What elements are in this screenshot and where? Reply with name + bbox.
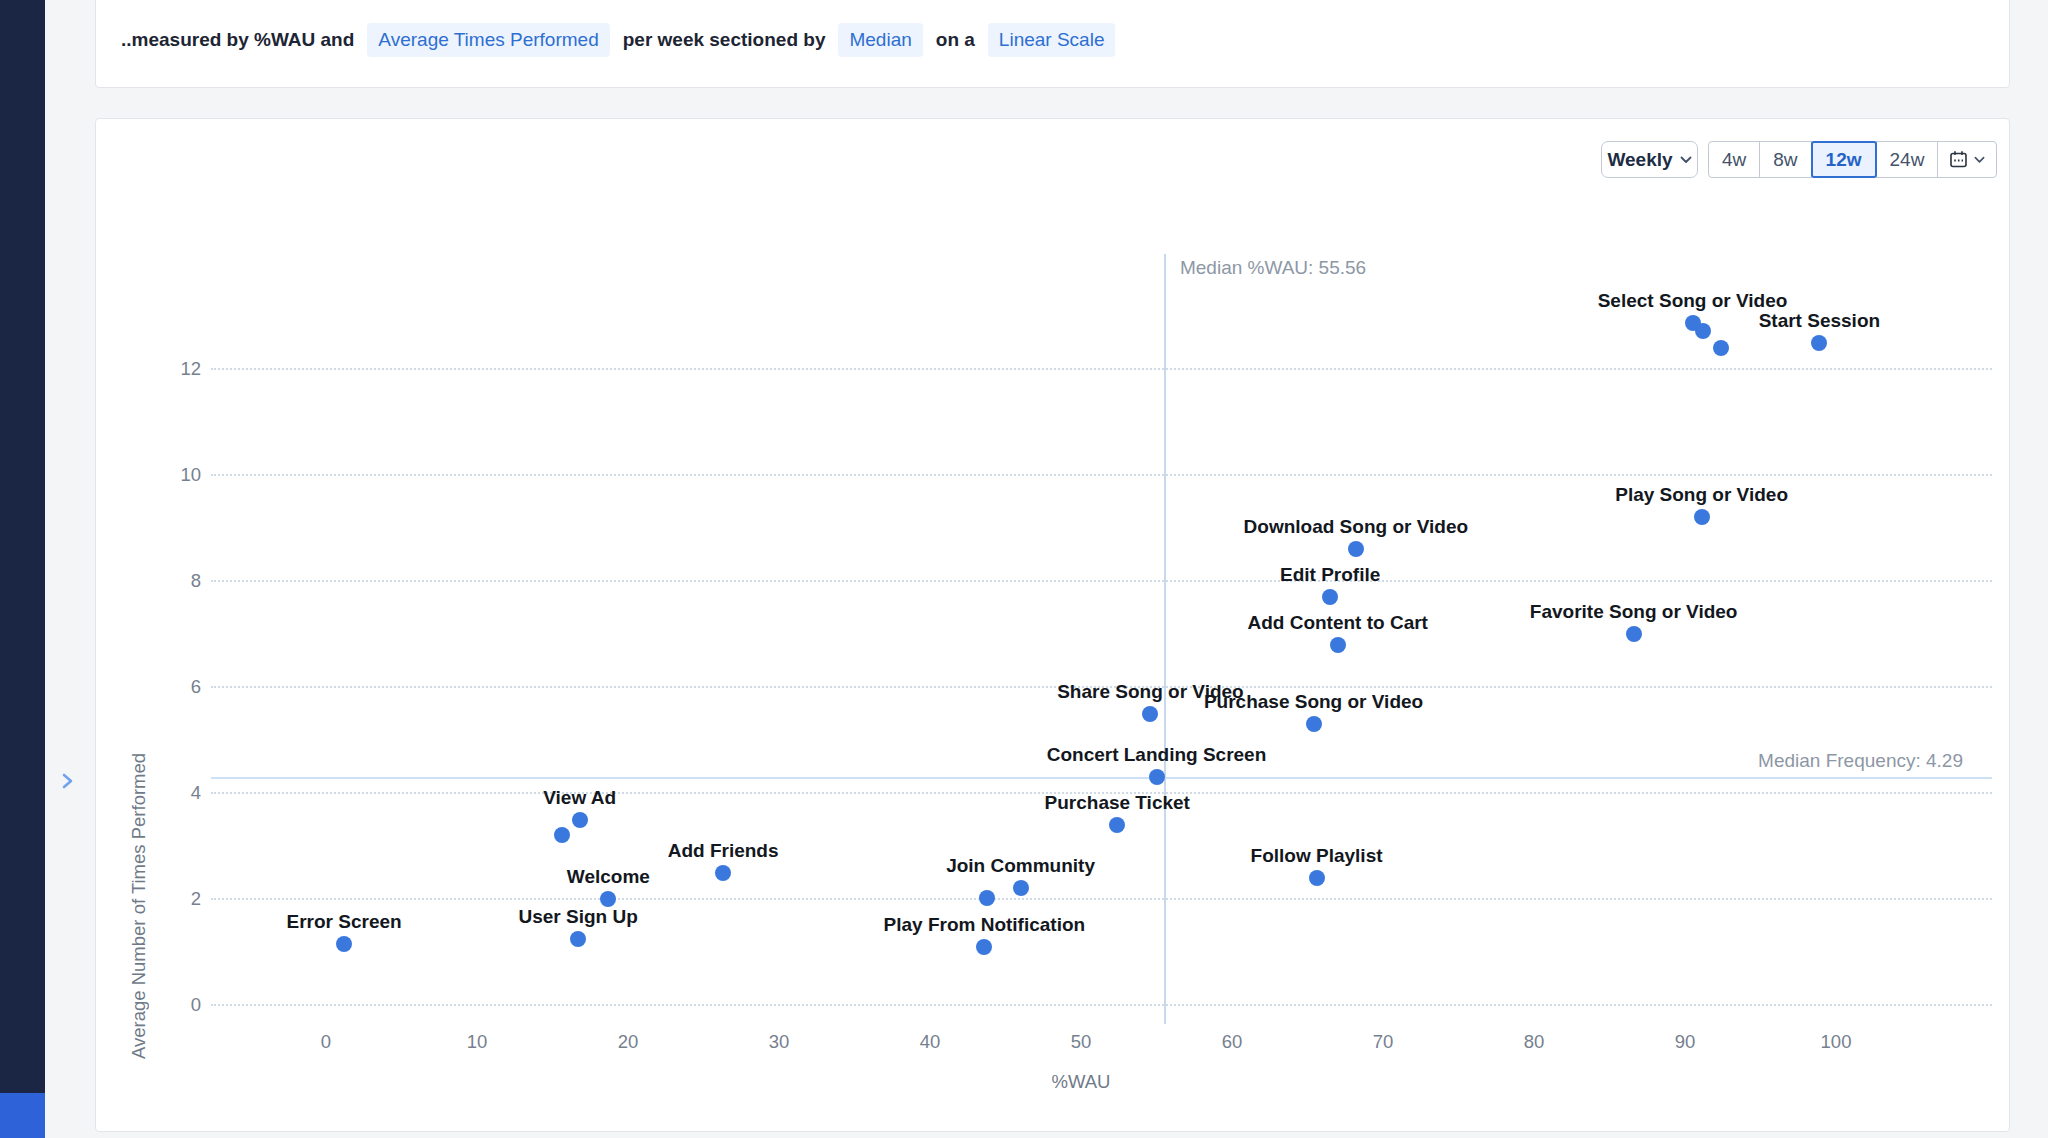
y-tick-label: 10 xyxy=(96,464,201,486)
median-y-line xyxy=(211,777,1992,779)
x-tick-label: 80 xyxy=(1524,1031,1545,1053)
scatter-point-start-session[interactable] xyxy=(1811,335,1827,351)
x-tick-label: 70 xyxy=(1373,1031,1394,1053)
point-label: Start Session xyxy=(1759,310,1880,332)
query-definition-bar: ..measured by %WAU and Average Times Per… xyxy=(95,0,2010,88)
y-tick-label: 8 xyxy=(96,570,201,592)
point-label: Edit Profile xyxy=(1280,564,1380,586)
scatter-point-download-song-or-video[interactable] xyxy=(1348,541,1364,557)
x-tick-label: 30 xyxy=(769,1031,790,1053)
x-tick-label: 10 xyxy=(467,1031,488,1053)
y-tick-label: 6 xyxy=(96,676,201,698)
point-label: Concert Landing Screen xyxy=(1047,744,1267,766)
section-dropdown[interactable]: Median xyxy=(838,23,922,57)
sidebar-bottom-button[interactable] xyxy=(0,1093,45,1138)
scale-dropdown[interactable]: Linear Scale xyxy=(988,23,1116,57)
scatter-point-join-community[interactable] xyxy=(1013,880,1029,896)
scatter-plot-area: Average Number of Times Performed %WAU 0… xyxy=(96,119,2009,1131)
scatter-point-play-song-or-video[interactable] xyxy=(1694,509,1710,525)
scatter-point-purchase-song-or-video[interactable] xyxy=(1306,716,1322,732)
point-label: User Sign Up xyxy=(519,906,638,928)
gridline-y-2 xyxy=(211,898,1992,900)
collapsed-sidebar xyxy=(0,0,45,1138)
scatter-point-error-screen[interactable] xyxy=(336,936,352,952)
point-label: Add Friends xyxy=(668,840,779,862)
point-label: Play Song or Video xyxy=(1615,484,1788,506)
app-screen: ..measured by %WAU and Average Times Per… xyxy=(0,0,2048,1138)
range-button-12w[interactable]: 12w xyxy=(1811,141,1877,178)
y-tick-label: 0 xyxy=(96,994,201,1016)
x-axis-title: %WAU xyxy=(981,1071,1181,1093)
chart-card: Weekly 4w8w12w24w Average Number of Ti xyxy=(95,118,2010,1132)
point-label: Error Screen xyxy=(287,911,402,933)
x-tick-label: 0 xyxy=(321,1031,331,1053)
scatter-point-view-ad[interactable] xyxy=(572,812,588,828)
x-tick-label: 90 xyxy=(1675,1031,1696,1053)
x-tick-label: 50 xyxy=(1071,1031,1092,1053)
y-tick-label: 12 xyxy=(96,358,201,380)
scatter-point-edit-profile[interactable] xyxy=(1322,589,1338,605)
scatter-point-add-friends[interactable] xyxy=(715,865,731,881)
x-tick-label: 60 xyxy=(1222,1031,1243,1053)
gridline-y-10 xyxy=(211,474,1992,476)
point-label: Play From Notification xyxy=(884,914,1086,936)
sentence-prefix: ..measured by %WAU and xyxy=(121,29,354,51)
scatter-point-favorite-song-or-video[interactable] xyxy=(1626,626,1642,642)
metric-dropdown[interactable]: Average Times Performed xyxy=(367,23,609,57)
point-label: Follow Playlist xyxy=(1251,845,1383,867)
query-sentence: ..measured by %WAU and Average Times Per… xyxy=(121,23,1115,57)
point-label: Favorite Song or Video xyxy=(1530,601,1738,623)
median-x-line xyxy=(1164,254,1166,1024)
point-label: Download Song or Video xyxy=(1244,516,1468,538)
point-label: Join Community xyxy=(946,855,1095,877)
scatter-point[interactable] xyxy=(979,890,995,906)
scatter-point-concert-landing-screen[interactable] xyxy=(1149,769,1165,785)
scatter-point-play-from-notification[interactable] xyxy=(976,939,992,955)
y-tick-label: 2 xyxy=(96,888,201,910)
point-label: Purchase Ticket xyxy=(1045,792,1190,814)
scatter-point-add-content-to-cart[interactable] xyxy=(1330,637,1346,653)
sentence-on: on a xyxy=(936,29,975,51)
point-label: View Ad xyxy=(543,787,616,809)
scatter-point-follow-playlist[interactable] xyxy=(1309,870,1325,886)
x-tick-label: 100 xyxy=(1821,1031,1852,1053)
sidebar-expand-button[interactable] xyxy=(54,766,80,796)
scatter-point-user-sign-up[interactable] xyxy=(570,931,586,947)
scatter-point[interactable] xyxy=(1713,340,1729,356)
gridline-y-12 xyxy=(211,368,1992,370)
x-tick-label: 40 xyxy=(920,1031,941,1053)
scatter-point-share-song-or-video[interactable] xyxy=(1142,706,1158,722)
scatter-point[interactable] xyxy=(554,827,570,843)
gridline-y-0 xyxy=(211,1004,1992,1006)
scatter-point-welcome[interactable] xyxy=(600,891,616,907)
scatter-point[interactable] xyxy=(1695,323,1711,339)
x-tick-label: 20 xyxy=(618,1031,639,1053)
point-label: Add Content to Cart xyxy=(1247,612,1427,634)
point-label: Welcome xyxy=(567,866,650,888)
point-label: Purchase Song or Video xyxy=(1204,691,1423,713)
y-tick-label: 4 xyxy=(96,782,201,804)
gridline-y-8 xyxy=(211,580,1992,582)
median-y-label: Median Frequency: 4.29 xyxy=(1758,750,1963,772)
scatter-point-purchase-ticket[interactable] xyxy=(1109,817,1125,833)
median-x-label: Median %WAU: 55.56 xyxy=(1180,257,1366,279)
chevron-right-icon xyxy=(60,771,74,791)
sentence-mid: per week sectioned by xyxy=(623,29,826,51)
